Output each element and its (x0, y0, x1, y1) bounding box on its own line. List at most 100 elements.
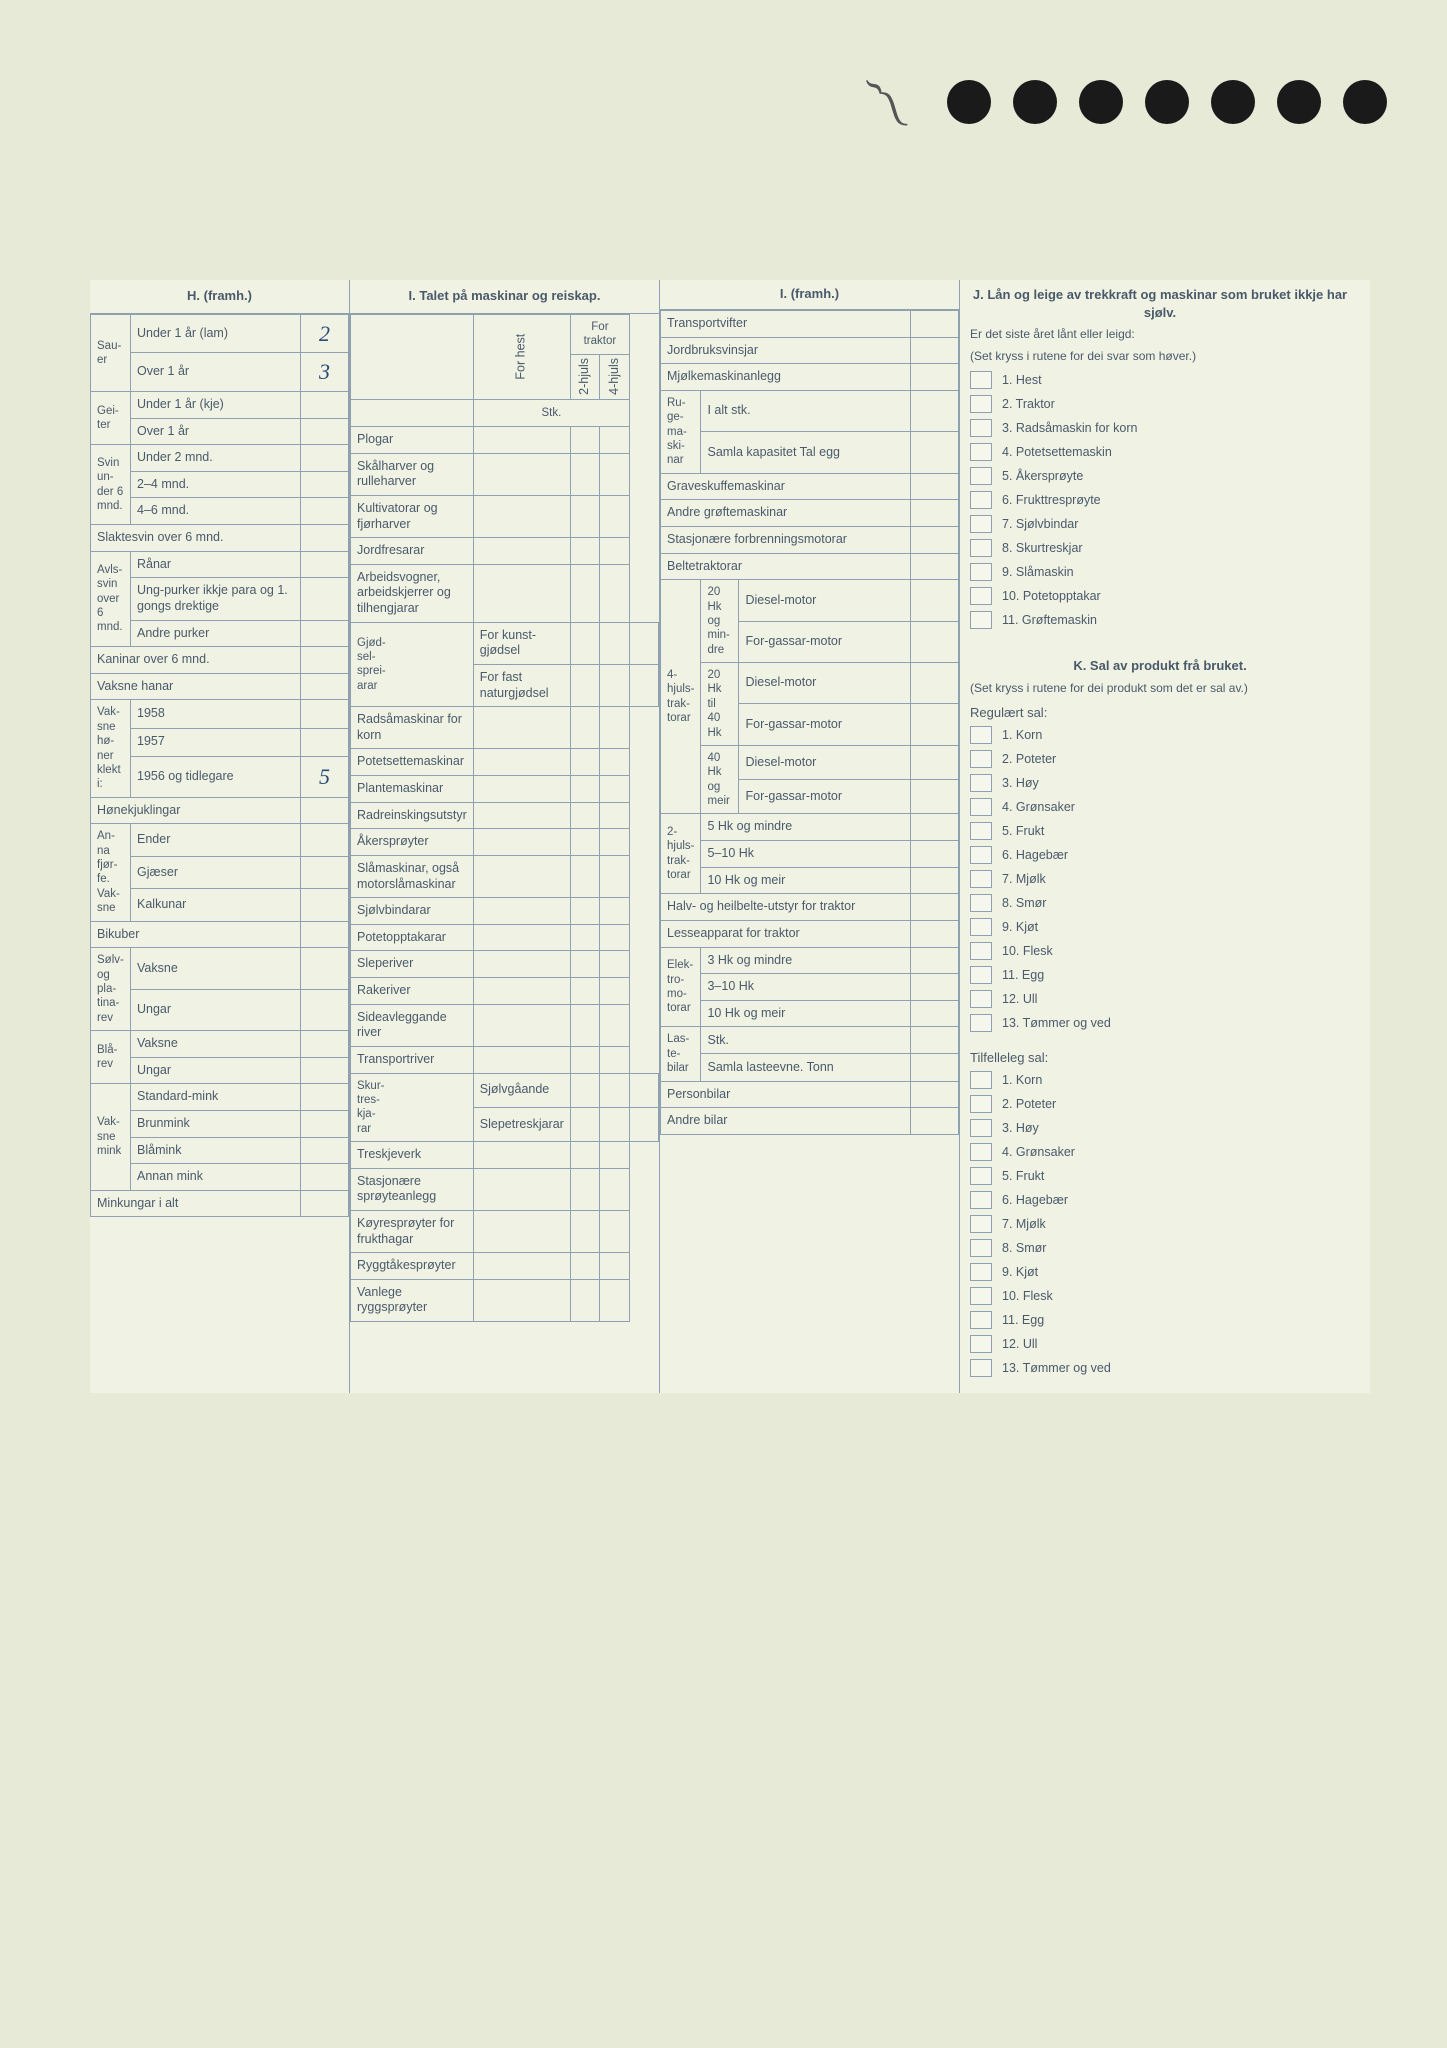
value-cell[interactable] (570, 1210, 600, 1252)
value-cell[interactable] (473, 495, 570, 537)
value-cell[interactable] (570, 427, 600, 454)
value-cell[interactable] (473, 978, 570, 1005)
value-cell[interactable] (911, 1081, 959, 1108)
value-cell[interactable] (301, 391, 349, 418)
value-cell[interactable] (473, 802, 570, 829)
value-cell[interactable] (911, 663, 959, 704)
k-til-item-checkbox[interactable] (970, 1191, 992, 1209)
j-item-checkbox[interactable] (970, 515, 992, 533)
k-til-item-checkbox[interactable] (970, 1287, 992, 1305)
value-cell[interactable] (570, 564, 600, 622)
value-cell[interactable] (911, 621, 959, 662)
k-reg-item-checkbox[interactable] (970, 894, 992, 912)
value-cell[interactable] (473, 538, 570, 565)
value-cell[interactable] (629, 664, 658, 706)
value-cell[interactable] (301, 700, 349, 728)
j-item-checkbox[interactable] (970, 419, 992, 437)
value-cell[interactable] (600, 978, 630, 1005)
value-cell[interactable] (911, 947, 959, 974)
value-cell[interactable] (911, 894, 959, 921)
value-cell[interactable] (629, 1073, 658, 1107)
value-cell[interactable] (301, 498, 349, 525)
value-cell[interactable] (570, 1253, 600, 1280)
value-cell[interactable] (473, 1004, 570, 1046)
value-cell[interactable] (600, 1168, 630, 1210)
value-cell[interactable] (600, 622, 630, 664)
value-cell[interactable] (301, 445, 349, 472)
value-cell[interactable] (600, 776, 630, 803)
value-cell[interactable] (473, 1210, 570, 1252)
value-cell[interactable] (570, 1168, 600, 1210)
value-cell[interactable] (911, 745, 959, 779)
k-reg-item-checkbox[interactable] (970, 798, 992, 816)
value-cell[interactable] (570, 749, 600, 776)
value-cell[interactable] (600, 829, 630, 856)
j-item-checkbox[interactable] (970, 371, 992, 389)
k-til-item-checkbox[interactable] (970, 1071, 992, 1089)
value-cell[interactable] (301, 1190, 349, 1217)
value-cell[interactable] (301, 418, 349, 445)
value-cell[interactable] (570, 453, 600, 495)
value-cell[interactable] (473, 707, 570, 749)
k-til-item-checkbox[interactable] (970, 1095, 992, 1113)
value-cell[interactable] (911, 580, 959, 621)
k-til-item-checkbox[interactable] (970, 1215, 992, 1233)
value-cell[interactable] (911, 432, 959, 473)
value-cell[interactable] (600, 564, 630, 622)
k-til-item-checkbox[interactable] (970, 1239, 992, 1257)
value-cell[interactable] (473, 855, 570, 897)
value-cell[interactable] (301, 525, 349, 552)
value-cell[interactable] (600, 538, 630, 565)
k-til-item-checkbox[interactable] (970, 1311, 992, 1329)
value-cell[interactable] (600, 898, 630, 925)
value-cell[interactable] (570, 829, 600, 856)
value-cell[interactable] (473, 951, 570, 978)
value-cell[interactable] (570, 1046, 600, 1073)
value-cell[interactable] (911, 473, 959, 500)
k-reg-item-checkbox[interactable] (970, 726, 992, 744)
j-item-checkbox[interactable] (970, 587, 992, 605)
value-cell[interactable]: 3 (301, 353, 349, 392)
value-cell[interactable] (911, 500, 959, 527)
value-cell[interactable] (301, 948, 349, 989)
value-cell[interactable] (570, 664, 600, 706)
j-item-checkbox[interactable] (970, 491, 992, 509)
value-cell[interactable] (570, 495, 600, 537)
k-reg-item-checkbox[interactable] (970, 918, 992, 936)
value-cell[interactable] (911, 920, 959, 947)
k-til-item-checkbox[interactable] (970, 1359, 992, 1377)
k-til-item-checkbox[interactable] (970, 1119, 992, 1137)
value-cell[interactable] (570, 924, 600, 951)
k-reg-item-checkbox[interactable] (970, 966, 992, 984)
value-cell[interactable] (301, 1031, 349, 1058)
value-cell[interactable] (473, 1253, 570, 1280)
value-cell[interactable] (473, 427, 570, 454)
value-cell[interactable] (301, 1110, 349, 1137)
value-cell[interactable] (911, 390, 959, 431)
k-reg-item-checkbox[interactable] (970, 750, 992, 768)
value-cell[interactable] (570, 1142, 600, 1169)
value-cell[interactable] (570, 951, 600, 978)
value-cell[interactable] (301, 797, 349, 824)
j-item-checkbox[interactable] (970, 611, 992, 629)
value-cell[interactable] (600, 855, 630, 897)
value-cell[interactable] (570, 898, 600, 925)
value-cell[interactable] (301, 1137, 349, 1164)
value-cell[interactable] (473, 1279, 570, 1321)
value-cell[interactable] (473, 776, 570, 803)
k-reg-item-checkbox[interactable] (970, 846, 992, 864)
value-cell[interactable] (473, 749, 570, 776)
value-cell[interactable] (473, 829, 570, 856)
value-cell[interactable] (473, 564, 570, 622)
value-cell[interactable] (570, 1107, 600, 1141)
value-cell[interactable] (600, 664, 630, 706)
value-cell[interactable] (473, 1046, 570, 1073)
value-cell[interactable] (911, 1054, 959, 1081)
value-cell[interactable] (570, 1004, 600, 1046)
value-cell[interactable] (600, 924, 630, 951)
value-cell[interactable] (911, 364, 959, 391)
value-cell[interactable] (301, 921, 349, 948)
value-cell[interactable] (911, 867, 959, 894)
value-cell[interactable] (301, 824, 349, 856)
value-cell[interactable] (600, 453, 630, 495)
